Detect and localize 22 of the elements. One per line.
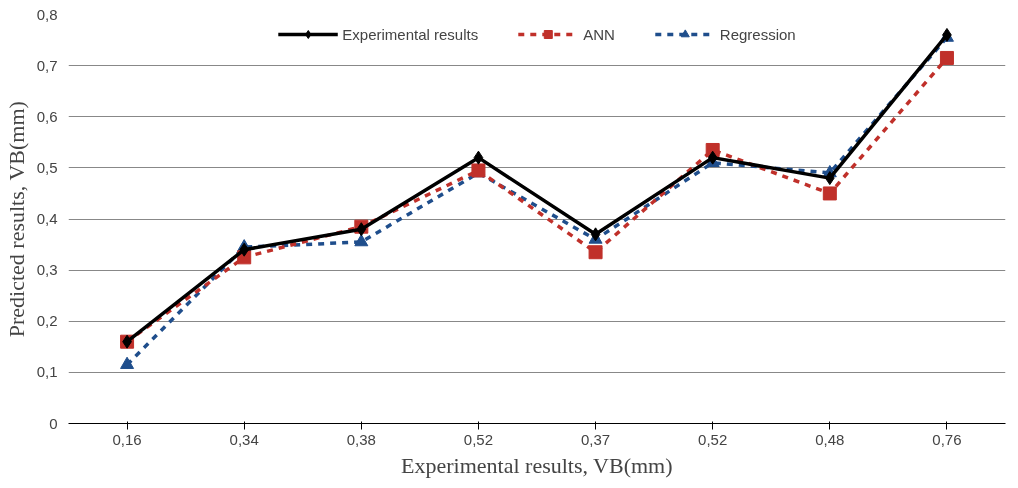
legend-label: Experimental results: [342, 25, 479, 43]
x-tick-label: 0,37: [580, 430, 611, 448]
y-tick-label: 0,2: [36, 312, 58, 330]
y-axis-title: Predicted results, VB(mm): [3, 101, 29, 338]
legend-label: Regression: [719, 25, 796, 43]
y-tick-label: 0,5: [36, 158, 58, 176]
legend-label: ANN: [583, 25, 615, 43]
x-tick-label: 0,16: [112, 430, 142, 448]
y-tick-label: 0,1: [36, 363, 58, 381]
y-tick-label: 0,4: [36, 210, 58, 227]
x-axis-title: Experimental results, VB(mm): [401, 452, 673, 478]
y-tick-label: 0,6: [36, 107, 58, 125]
x-tick-label: 0,34: [229, 430, 259, 448]
y-tick-label: 0,7: [36, 56, 58, 74]
y-tick-label: 0: [49, 414, 58, 432]
y-tick-label: 0,8: [36, 5, 58, 23]
x-tick-label: 0,48: [815, 430, 845, 448]
y-tick-label: 0,3: [36, 261, 58, 279]
x-tick-label: 0,38: [346, 430, 376, 448]
x-tick-label: 0,52: [463, 430, 494, 448]
x-tick-label: 0,76: [932, 430, 962, 448]
x-tick-label: 0,52: [698, 430, 728, 448]
